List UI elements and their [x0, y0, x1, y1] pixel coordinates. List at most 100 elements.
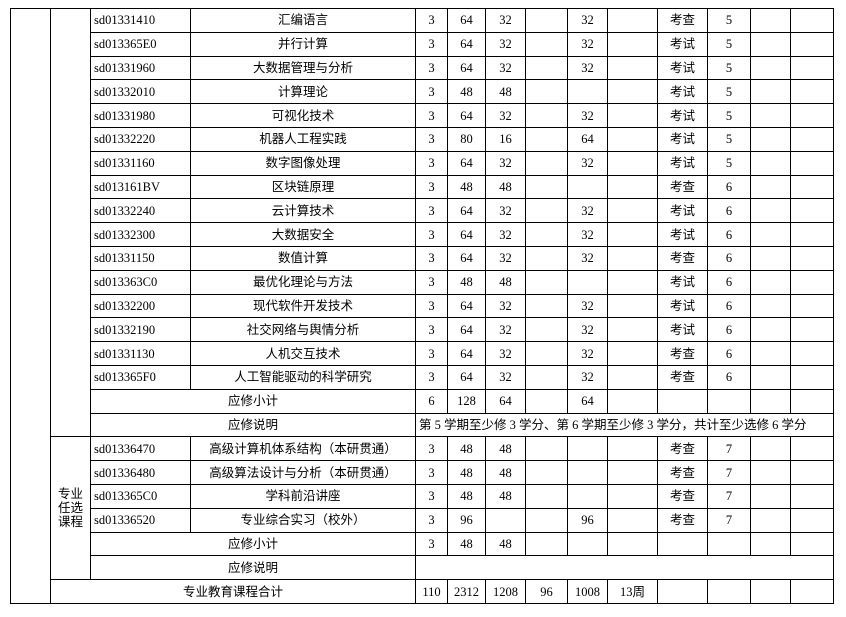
total-label: 专业教育课程合计 — [50, 579, 416, 604]
course-field: 64 — [447, 103, 486, 128]
course-field — [607, 55, 658, 81]
course-field: 32 — [485, 8, 526, 33]
course-field: 64 — [447, 245, 486, 271]
course-name: 专业综合实习（校外） — [190, 507, 416, 533]
course-name: 最优化理论与方法 — [190, 269, 416, 295]
subtotal-value: 128 — [447, 388, 486, 414]
empty-cell — [790, 103, 834, 128]
table-row: sd013365F0 人工智能驱动的科学研究 3 64 32 32 考查 6 — [11, 364, 834, 390]
course-name: 数值计算 — [190, 245, 416, 271]
course-name: 大数据安全 — [190, 222, 416, 247]
subtotal-value: 48 — [447, 531, 486, 557]
table-row: sd01336520 专业综合实习（校外） 3 96 96 考查 7 — [11, 507, 834, 533]
course-field: 64 — [567, 126, 608, 152]
empty-cell — [707, 579, 751, 604]
total-value: 96 — [525, 579, 568, 604]
course-field — [607, 245, 658, 271]
course-field — [607, 507, 658, 533]
course-field: 3 — [415, 126, 448, 152]
course-field: 3 — [415, 269, 448, 295]
empty-cell — [707, 531, 751, 557]
course-field — [607, 174, 658, 200]
course-field: 6 — [707, 269, 751, 295]
empty-cell — [790, 31, 834, 57]
empty-cell — [750, 483, 791, 509]
empty-cell — [750, 222, 791, 247]
table-row: sd01336480 高级算法设计与分析（本研贯通） 3 48 48 考查 7 — [11, 460, 834, 485]
table-row: sd01332190 社交网络与舆情分析 3 64 32 32 考试 6 — [11, 317, 834, 343]
empty-cell — [790, 364, 834, 390]
course-name: 社交网络与舆情分析 — [190, 317, 416, 343]
course-field: 32 — [567, 198, 608, 224]
course-field — [525, 31, 568, 57]
course-field: 32 — [567, 103, 608, 128]
course-field: 考查 — [657, 436, 708, 462]
course-code: sd01332240 — [90, 198, 191, 224]
course-field — [525, 198, 568, 224]
table-row: sd01332300 大数据安全 3 64 32 32 考试 6 — [11, 222, 834, 247]
course-field: 5 — [707, 55, 751, 81]
course-field: 考试 — [657, 293, 708, 319]
course-field: 48 — [447, 483, 486, 509]
course-field: 考试 — [657, 198, 708, 224]
course-field: 32 — [567, 150, 608, 176]
subtotal-label: 应修小计 — [90, 388, 416, 414]
course-field: 3 — [415, 483, 448, 509]
empty-cell — [750, 174, 791, 200]
course-field: 32 — [485, 31, 526, 57]
course-field: 32 — [485, 55, 526, 81]
empty-cell — [707, 388, 751, 414]
course-code: sd013365C0 — [90, 483, 191, 509]
course-field: 考试 — [657, 103, 708, 128]
course-field: 7 — [707, 483, 751, 509]
course-name: 数字图像处理 — [190, 150, 416, 176]
course-field — [607, 436, 658, 462]
course-field: 考试 — [657, 126, 708, 152]
course-field: 5 — [707, 126, 751, 152]
course-field: 考试 — [657, 79, 708, 105]
course-field — [607, 460, 658, 485]
table-row: 专业教育课程合计 110 2312 1208 96 1008 13周 — [11, 579, 834, 604]
subtotal-value — [525, 388, 568, 414]
empty-cell — [750, 31, 791, 57]
course-field: 48 — [485, 483, 526, 509]
course-field: 3 — [415, 31, 448, 57]
course-field: 32 — [567, 293, 608, 319]
course-field: 48 — [485, 436, 526, 462]
table-row: sd01332240 云计算技术 3 64 32 32 考试 6 — [11, 198, 834, 224]
course-field: 48 — [447, 79, 486, 105]
table-row: sd013365E0 并行计算 3 64 32 32 考试 5 — [11, 31, 834, 57]
course-field: 6 — [707, 245, 751, 271]
course-code: sd013363C0 — [90, 269, 191, 295]
course-field — [607, 293, 658, 319]
empty-cell — [567, 531, 608, 557]
empty-cell — [790, 531, 834, 557]
course-name: 可视化技术 — [190, 103, 416, 128]
course-field: 3 — [415, 79, 448, 105]
group-label: 专业任选课程 — [50, 436, 91, 581]
course-field: 64 — [447, 198, 486, 224]
course-field: 3 — [415, 222, 448, 247]
course-field: 考查 — [657, 483, 708, 509]
empty-cell — [525, 531, 568, 557]
table-row: 应修说明第 5 学期至少修 3 学分、第 6 学期至少修 3 学分，共计至少选修… — [11, 412, 834, 438]
subtotal-value: 3 — [415, 531, 448, 557]
empty-cell — [790, 8, 834, 33]
table-row: sd01332220 机器人工程实践 3 80 16 64 考试 5 — [11, 126, 834, 152]
group-label — [50, 7, 91, 438]
course-field — [485, 507, 526, 533]
table-row: sd01331150 数值计算 3 64 32 32 考查 6 — [11, 245, 834, 271]
course-field: 考试 — [657, 222, 708, 247]
course-code: sd01336480 — [90, 460, 191, 485]
course-field — [567, 79, 608, 105]
course-table: sd01331410 汇编语言 3 64 32 32 考查 5 sd013365E0 并行计算 3 6… — [10, 7, 834, 604]
table-row: sd01331160 数字图像处理 3 64 32 32 考试 5 — [11, 150, 834, 176]
course-field: 48 — [447, 174, 486, 200]
course-code: sd01336520 — [90, 507, 191, 533]
empty-cell — [750, 436, 791, 462]
course-field: 32 — [567, 31, 608, 57]
course-name: 大数据管理与分析 — [190, 55, 416, 81]
course-field — [567, 269, 608, 295]
category-cell — [10, 8, 51, 604]
course-field: 32 — [567, 245, 608, 271]
